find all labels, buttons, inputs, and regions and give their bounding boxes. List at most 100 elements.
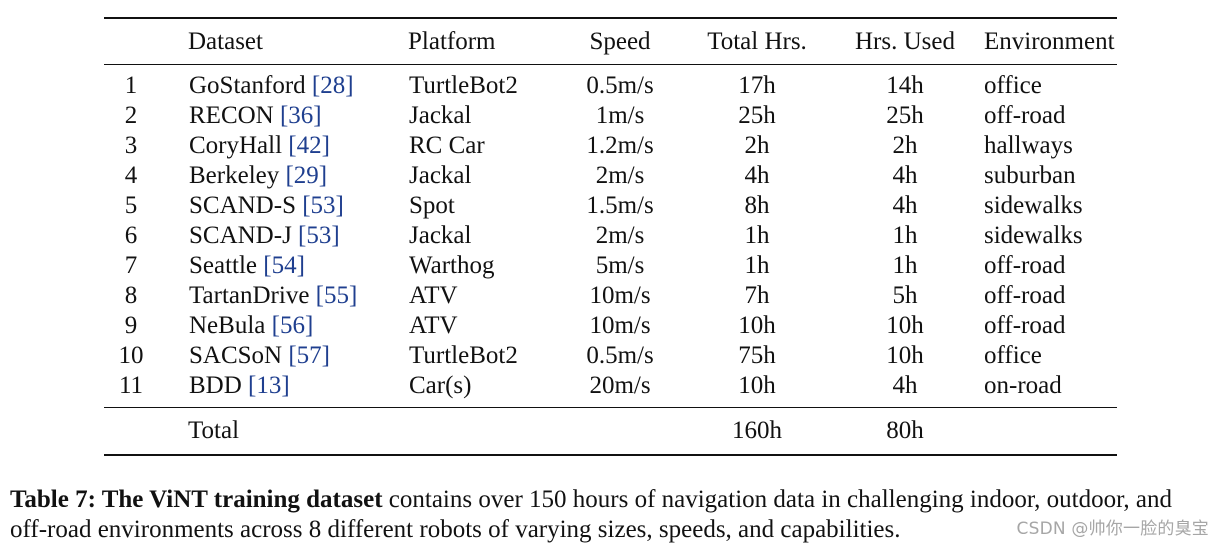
dataset-name: Berkeley (189, 162, 280, 189)
dataset-cell: SCAND-J [53] (188, 221, 408, 251)
environment-cell: hallways (984, 132, 1073, 159)
dataset-table: Dataset Platform Speed Total Hrs. Hrs. U… (104, 17, 1117, 456)
dataset-cell: CoryHall [42] (188, 131, 408, 161)
environment-cell: office (984, 342, 1042, 369)
table-row: 7 Seattle [54] Warthog 5m/s 1h 1h off-road (104, 251, 1117, 281)
speed-cell: 10m/s (589, 312, 651, 339)
total-num-cell (104, 408, 188, 456)
row-number-text: 4 (124, 162, 138, 189)
table-total-section: Total 160h 80h (104, 407, 1117, 456)
hrs-used-cell: 4h (892, 162, 918, 189)
table-row: 9 NeBula [56] ATV 10m/s 10h 10h off-road (104, 311, 1117, 341)
total-row: Total 160h 80h (104, 407, 1117, 456)
hrs-used-cell: 4h (892, 192, 918, 219)
dataset-name: NeBula (189, 312, 266, 339)
hrs-used-cell: 14h (886, 72, 924, 99)
total-hrs-cell: 25h (738, 102, 776, 129)
row-number-text: 8 (124, 282, 138, 309)
header-speed: Speed (589, 28, 651, 55)
dataset-name: CoryHall (189, 132, 283, 159)
row-number-text: 10 (118, 342, 144, 369)
speed-cell: 1m/s (595, 102, 645, 129)
citation-link[interactable]: [55] (315, 282, 358, 309)
total-label: Total (188, 417, 240, 444)
citation-link[interactable]: [29] (285, 162, 328, 189)
table-header: Dataset Platform Speed Total Hrs. Hrs. U… (104, 18, 1117, 65)
total-hrs-used: 80h (886, 417, 924, 444)
header-environment: Environment (984, 28, 1115, 55)
row-number-text: 5 (124, 192, 138, 219)
caption-text: contains over 150 hours of navigation da… (10, 486, 1173, 543)
speed-cell: 0.5m/s (586, 72, 654, 99)
citation-link[interactable]: [56] (271, 312, 314, 339)
table-row: 2 RECON [36] Jackal 1m/s 25h 25h off-road (104, 101, 1117, 131)
platform-cell: Warthog (409, 252, 495, 279)
platform-cell: RC Car (409, 132, 485, 159)
dataset-name: Seattle (189, 252, 258, 279)
environment-cell: off-road (984, 282, 1066, 309)
citation-link[interactable]: [53] (302, 192, 344, 219)
dataset-cell: Seattle [54] (188, 251, 408, 281)
table-row: 11 BDD [13] Car(s) 20m/s 10h 4h on-road (104, 371, 1117, 408)
row-number-text: 9 (124, 312, 138, 339)
row-number: 10 (104, 341, 188, 371)
platform-cell: TurtleBot2 (409, 342, 518, 369)
citation-link[interactable]: [36] (279, 102, 322, 129)
table-caption: Table 7: The ViNT training dataset conta… (10, 485, 1215, 545)
citation-link[interactable]: [28] (311, 72, 354, 99)
dataset-name: BDD (189, 372, 242, 399)
total-hrs-cell: 1h (744, 252, 770, 279)
dataset-table-container: Dataset Platform Speed Total Hrs. Hrs. U… (104, 17, 1117, 456)
table-row: 10 SACSoN [57] TurtleBot2 0.5m/s 75h 10h offic… (104, 341, 1117, 371)
header-hrs-used: Hrs. Used (855, 28, 955, 55)
dataset-cell: BDD [13] (188, 371, 408, 408)
dataset-cell: SACSoN [57] (188, 341, 408, 371)
row-number: 4 (104, 161, 188, 191)
caption-title: Table 7: The ViNT training dataset (10, 486, 383, 513)
environment-cell: sidewalks (984, 222, 1083, 249)
dataset-name: GoStanford (189, 72, 306, 99)
table-row: 8 TartanDrive [55] ATV 10m/s 7h 5h off-road (104, 281, 1117, 311)
row-number-text: 3 (124, 132, 138, 159)
citation-link[interactable]: [57] (288, 342, 330, 369)
citation-link[interactable]: [42] (288, 132, 330, 159)
environment-cell: off-road (984, 312, 1066, 339)
dataset-name: TartanDrive (189, 282, 310, 309)
row-number-text: 6 (124, 222, 138, 249)
total-hrs-cell: 17h (738, 72, 776, 99)
row-number-text: 1 (124, 72, 138, 99)
header-dataset: Dataset (188, 28, 263, 55)
header-row: Dataset Platform Speed Total Hrs. Hrs. U… (104, 18, 1117, 65)
total-hrs-cell: 4h (744, 162, 770, 189)
speed-cell: 2m/s (595, 222, 645, 249)
row-number-text: 7 (124, 252, 138, 279)
environment-cell: sidewalks (984, 192, 1083, 219)
total-total-hrs: 160h (732, 417, 782, 444)
row-number: 11 (104, 371, 188, 408)
dataset-cell: RECON [36] (188, 101, 408, 131)
platform-cell: ATV (409, 312, 458, 339)
speed-cell: 20m/s (589, 372, 651, 399)
speed-cell: 10m/s (589, 282, 651, 309)
table-row: 1 GoStanford [28] TurtleBot2 0.5m/s 17h 14h of… (104, 65, 1117, 102)
hrs-used-cell: 5h (892, 282, 918, 309)
environment-cell: off-road (984, 102, 1066, 129)
citation-link[interactable]: [53] (298, 222, 340, 249)
row-number: 1 (104, 65, 188, 102)
speed-cell: 5m/s (595, 252, 645, 279)
header-total-hrs: Total Hrs. (707, 28, 807, 55)
total-hrs-cell: 10h (738, 312, 776, 339)
speed-cell: 2m/s (595, 162, 645, 189)
table-row: 5 SCAND-S [53] Spot 1.5m/s 8h 4h sidewalks (104, 191, 1117, 221)
citation-link[interactable]: [13] (248, 372, 290, 399)
hrs-used-cell: 4h (892, 372, 918, 399)
table-row: 4 Berkeley [29] Jackal 2m/s 4h 4h suburban (104, 161, 1117, 191)
dataset-name: SACSoN (189, 342, 283, 369)
citation-link[interactable]: [54] (263, 252, 305, 279)
total-hrs-cell: 2h (744, 132, 770, 159)
speed-cell: 1.5m/s (586, 192, 654, 219)
dataset-cell: SCAND-S [53] (188, 191, 408, 221)
total-hrs-cell: 8h (744, 192, 770, 219)
row-number: 6 (104, 221, 188, 251)
row-number: 3 (104, 131, 188, 161)
